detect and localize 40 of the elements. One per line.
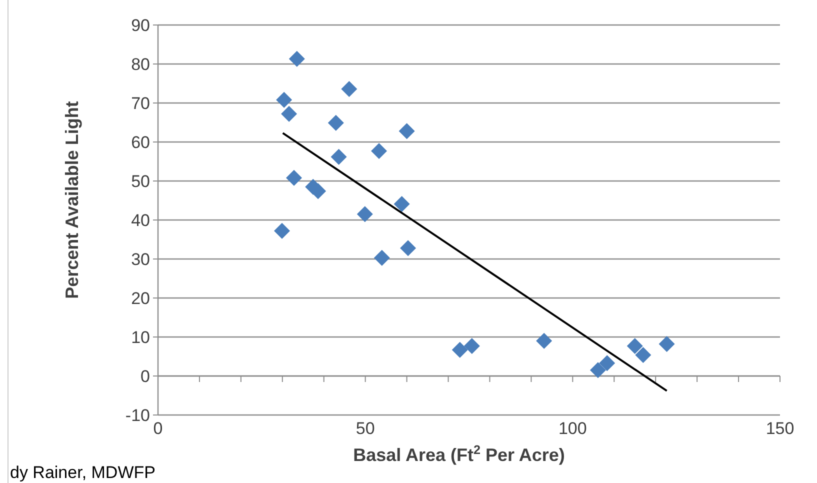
y-tick-label: -10 [125,406,150,425]
point [452,342,468,358]
point [281,106,298,122]
point [626,338,643,354]
y-tick-label: 90 [131,16,150,35]
point [328,114,344,131]
point [635,346,652,363]
point [394,196,410,212]
point [274,222,290,239]
x-axis-title: Basal Area (Ft$^{2}$ Per Acre) [353,443,565,465]
y-tick-label: 80 [131,54,150,74]
point [400,240,416,256]
y-tick-label: 60 [131,132,150,152]
y-tick-label: 40 [131,210,150,230]
y-tick-label: 0 [140,366,150,386]
point [590,362,606,378]
point [371,142,388,159]
text: dy Rainer, MDWFP [10,463,156,482]
point [288,50,305,67]
point [658,336,675,352]
point [330,148,347,165]
y-tick-label: 50 [131,172,150,191]
point [398,123,415,140]
point [341,80,358,97]
point [536,332,552,349]
y-tick-label: 10 [131,328,150,347]
point [276,92,292,108]
point [464,338,480,354]
y-tick-label: 20 [131,288,150,308]
x-tick-label: 50 [356,419,375,438]
y-tick-label: 70 [131,94,150,113]
point [599,355,616,372]
y-tick-label: 30 [131,250,150,269]
point [356,206,373,222]
x-tick-label: 100 [558,419,587,438]
y-axis-title: Percent Available Light [62,101,82,299]
point [374,250,390,266]
x-tick-label: 150 [766,419,794,438]
x-tick-label: 0 [153,419,163,438]
point [286,170,302,186]
